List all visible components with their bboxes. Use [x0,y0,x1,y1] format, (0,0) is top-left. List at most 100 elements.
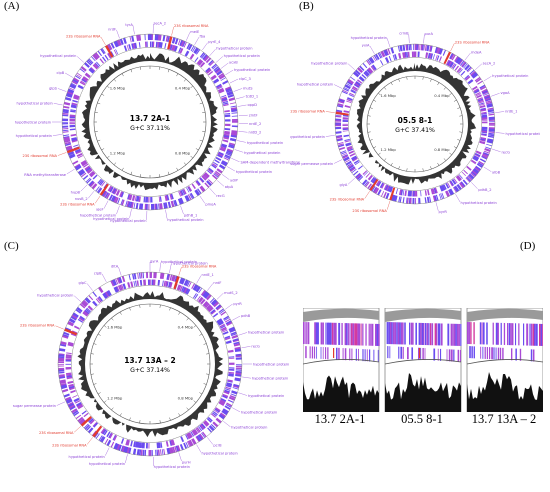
zoom-gene-bar [327,322,329,345]
gene-segment [226,321,233,326]
gene-label-leader [234,149,244,153]
gene-segment [213,409,219,414]
gene-segment [171,37,176,44]
scale-tick [130,69,133,73]
gene-segment [233,343,241,347]
gene-segment [417,51,420,58]
gene-segment [69,318,76,323]
scale-tick [97,102,101,105]
scale-tick [121,167,124,171]
ring-outline [75,47,225,197]
gene-segment [138,449,142,456]
gene-segment [342,124,349,127]
scale-label: 1.2 Mbp [107,395,123,400]
gene-segment [229,102,236,105]
zoom-gene-bar [515,348,517,361]
scale-tick [93,343,97,345]
zoom-gene-bar [482,346,484,359]
gene-segment [458,59,464,65]
gene-segment [346,162,353,167]
gene-segment [345,160,352,166]
scale-tick [398,166,400,170]
gene-segment [80,172,87,178]
gene-segment [114,443,119,450]
gene-label: hypothetical protein [110,219,146,223]
gene-segment [474,76,481,82]
gene-label-leader [238,332,248,336]
rrna-marker [104,45,114,58]
gene-segment [75,414,82,420]
gene-segment [482,91,489,95]
gene-segment [226,148,234,153]
gene-segment [70,389,76,394]
gene-segment [215,83,222,88]
gene-segment [150,196,153,203]
gene-label: pdhB_2 [478,188,491,192]
gene-segment [383,49,388,57]
gene-segment [340,150,347,154]
gene-label-leader [194,37,200,46]
gene-segment [196,427,201,433]
gene-segment [129,201,133,208]
gene-segment [174,446,178,453]
gene-segment [364,181,369,187]
gene-segment [342,117,349,120]
gene-segment [453,178,458,184]
gene-segment [147,279,150,286]
gene-segment [80,301,87,308]
gene-segment [223,315,230,320]
gene-segment [104,291,110,298]
gene-segment [133,280,136,287]
gene-segment [361,179,367,185]
gene-ring-inner [69,41,231,203]
zoom-gene-bar [370,323,372,346]
gene-segment [129,36,132,43]
scale-tick [449,92,452,96]
gene-segment [84,424,90,430]
scale-tick [422,76,424,80]
gene-segment [217,71,223,76]
scale-tick [178,311,181,315]
zoom-gene-bar [459,349,461,362]
gene-label: yjeF [96,208,103,212]
scale-tick [186,407,189,411]
gene-segment [366,60,371,66]
gene-segment [154,272,157,279]
zoom-gene-bar [529,323,531,346]
gene-segment [80,66,87,72]
gene-segment [215,170,221,176]
gene-segment [71,137,78,142]
gene-segment [473,74,479,79]
gene-label-leader [369,45,375,54]
gene-segment [187,43,193,51]
gene-segment [83,423,89,429]
gene-segment [384,184,389,191]
gene-segment [110,42,115,49]
gene-segment [220,311,227,316]
gene-segment [103,292,109,298]
gene-segment [163,280,166,287]
zoom-gene-bar [473,346,475,359]
gene-segment [404,52,407,58]
gene-segment [62,123,69,125]
gene-segment [427,52,431,59]
gene-segment [118,39,122,46]
gene-segment [170,439,174,446]
gene-segment [98,286,104,294]
gene-segment [75,74,82,78]
gene-segment [144,279,146,286]
gene-segment [226,402,233,407]
gene-segment [85,297,91,303]
gene-segment [340,151,347,155]
gene-segment [380,51,385,58]
gene-segment [71,104,77,107]
gene-segment [235,367,242,370]
gene-label-leader [202,42,208,51]
gene-segment [347,97,353,101]
gene-segment [58,348,66,352]
gene-segment [344,138,350,142]
gene-segment [108,432,114,439]
gene-segment [170,200,175,208]
gene-segment [142,272,145,279]
zoom-gene-bar [375,323,377,346]
